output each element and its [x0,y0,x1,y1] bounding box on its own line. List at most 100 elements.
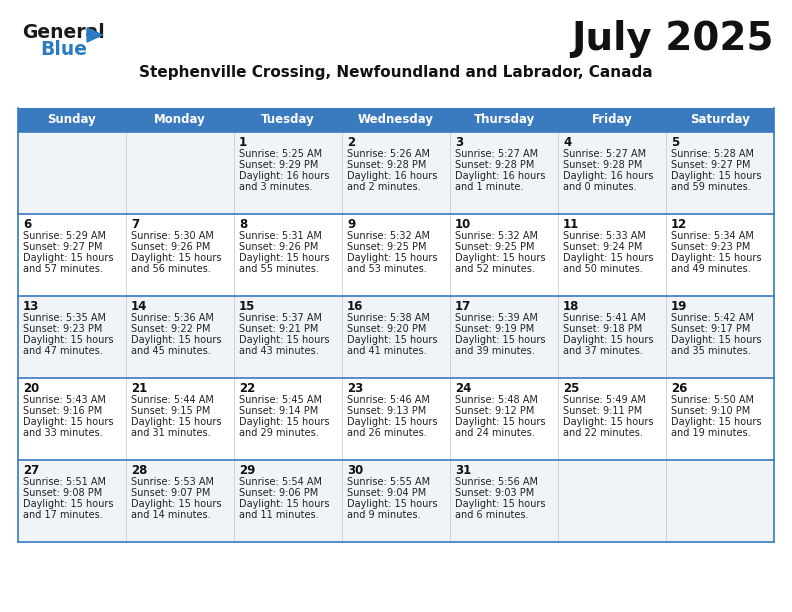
Text: Sunset: 9:25 PM: Sunset: 9:25 PM [455,242,535,252]
Text: Sunrise: 5:49 AM: Sunrise: 5:49 AM [563,395,645,405]
Text: 21: 21 [131,382,147,395]
Text: and 6 minutes.: and 6 minutes. [455,510,528,520]
Bar [18,132,774,214]
Text: Sunset: 9:03 PM: Sunset: 9:03 PM [455,488,535,498]
Text: Daylight: 15 hours: Daylight: 15 hours [347,499,437,509]
Text: Daylight: 15 hours: Daylight: 15 hours [347,417,437,427]
Text: Sunset: 9:19 PM: Sunset: 9:19 PM [455,324,535,334]
Bar [450,108,558,132]
Text: Sunrise: 5:46 AM: Sunrise: 5:46 AM [347,395,430,405]
Text: Sunset: 9:07 PM: Sunset: 9:07 PM [131,488,211,498]
Text: and 9 minutes.: and 9 minutes. [347,510,421,520]
Text: Sunrise: 5:53 AM: Sunrise: 5:53 AM [131,477,214,487]
Text: 28: 28 [131,464,147,477]
Bar [18,108,126,132]
Text: and 53 minutes.: and 53 minutes. [347,264,427,274]
Text: Daylight: 15 hours: Daylight: 15 hours [239,417,329,427]
Text: 6: 6 [23,218,31,231]
Text: Sunday: Sunday [48,113,97,127]
Text: July 2025: July 2025 [572,20,774,58]
Text: and 14 minutes.: and 14 minutes. [131,510,211,520]
Text: Daylight: 15 hours: Daylight: 15 hours [455,499,546,509]
Text: 10: 10 [455,218,471,231]
Text: Sunrise: 5:54 AM: Sunrise: 5:54 AM [239,477,322,487]
Text: and 22 minutes.: and 22 minutes. [563,428,643,438]
Bar [18,214,774,296]
Text: Sunset: 9:28 PM: Sunset: 9:28 PM [347,160,426,170]
Text: Tuesday: Tuesday [261,113,315,127]
Text: and 41 minutes.: and 41 minutes. [347,346,427,356]
Text: and 56 minutes.: and 56 minutes. [131,264,211,274]
Text: 18: 18 [563,300,580,313]
Text: Sunrise: 5:37 AM: Sunrise: 5:37 AM [239,313,322,323]
Text: Sunset: 9:23 PM: Sunset: 9:23 PM [23,324,102,334]
Text: and 55 minutes.: and 55 minutes. [239,264,319,274]
Text: Daylight: 15 hours: Daylight: 15 hours [563,253,653,263]
Text: Sunset: 9:26 PM: Sunset: 9:26 PM [131,242,211,252]
Text: and 50 minutes.: and 50 minutes. [563,264,643,274]
Text: 12: 12 [671,218,687,231]
Text: and 35 minutes.: and 35 minutes. [671,346,751,356]
Text: Sunrise: 5:29 AM: Sunrise: 5:29 AM [23,231,106,241]
Text: Sunrise: 5:27 AM: Sunrise: 5:27 AM [455,149,538,159]
Text: Sunrise: 5:27 AM: Sunrise: 5:27 AM [563,149,646,159]
Text: 16: 16 [347,300,364,313]
Text: Sunrise: 5:51 AM: Sunrise: 5:51 AM [23,477,106,487]
Text: Daylight: 15 hours: Daylight: 15 hours [23,499,113,509]
Text: 24: 24 [455,382,471,395]
Text: Sunset: 9:28 PM: Sunset: 9:28 PM [455,160,535,170]
Text: 8: 8 [239,218,247,231]
Text: Saturday: Saturday [690,113,750,127]
Text: Daylight: 15 hours: Daylight: 15 hours [347,335,437,345]
Text: Blue: Blue [40,40,87,59]
Text: Sunset: 9:18 PM: Sunset: 9:18 PM [563,324,642,334]
Text: Daylight: 16 hours: Daylight: 16 hours [455,171,546,181]
Text: and 3 minutes.: and 3 minutes. [239,182,313,192]
Text: Sunset: 9:06 PM: Sunset: 9:06 PM [239,488,318,498]
Text: Daylight: 15 hours: Daylight: 15 hours [563,335,653,345]
Text: Sunrise: 5:30 AM: Sunrise: 5:30 AM [131,231,214,241]
Text: Sunrise: 5:26 AM: Sunrise: 5:26 AM [347,149,430,159]
Text: Sunset: 9:16 PM: Sunset: 9:16 PM [23,406,102,416]
Text: and 31 minutes.: and 31 minutes. [131,428,211,438]
Text: 3: 3 [455,136,463,149]
Text: Sunrise: 5:31 AM: Sunrise: 5:31 AM [239,231,322,241]
Bar [126,108,234,132]
Text: Sunset: 9:04 PM: Sunset: 9:04 PM [347,488,426,498]
Text: Daylight: 15 hours: Daylight: 15 hours [131,335,222,345]
Text: 14: 14 [131,300,147,313]
Text: 17: 17 [455,300,471,313]
Text: Sunrise: 5:32 AM: Sunrise: 5:32 AM [455,231,538,241]
Text: Sunset: 9:15 PM: Sunset: 9:15 PM [131,406,211,416]
Bar [666,108,774,132]
Text: Sunset: 9:28 PM: Sunset: 9:28 PM [563,160,642,170]
Text: Daylight: 15 hours: Daylight: 15 hours [131,417,222,427]
Text: Daylight: 16 hours: Daylight: 16 hours [347,171,437,181]
Text: Sunrise: 5:55 AM: Sunrise: 5:55 AM [347,477,430,487]
Text: 25: 25 [563,382,580,395]
Text: Sunset: 9:10 PM: Sunset: 9:10 PM [671,406,750,416]
Text: Daylight: 15 hours: Daylight: 15 hours [347,253,437,263]
Text: General: General [22,23,105,42]
Text: Daylight: 15 hours: Daylight: 15 hours [671,335,761,345]
Text: Daylight: 15 hours: Daylight: 15 hours [23,335,113,345]
Text: Sunrise: 5:34 AM: Sunrise: 5:34 AM [671,231,754,241]
Text: Thursday: Thursday [474,113,535,127]
Text: Sunset: 9:29 PM: Sunset: 9:29 PM [239,160,318,170]
Text: and 24 minutes.: and 24 minutes. [455,428,535,438]
Text: Sunrise: 5:33 AM: Sunrise: 5:33 AM [563,231,645,241]
Text: 7: 7 [131,218,139,231]
Text: Sunrise: 5:41 AM: Sunrise: 5:41 AM [563,313,645,323]
Text: Daylight: 15 hours: Daylight: 15 hours [23,417,113,427]
Text: 4: 4 [563,136,571,149]
Text: Sunset: 9:26 PM: Sunset: 9:26 PM [239,242,318,252]
Text: and 17 minutes.: and 17 minutes. [23,510,103,520]
Text: Daylight: 15 hours: Daylight: 15 hours [671,171,761,181]
Text: Sunrise: 5:45 AM: Sunrise: 5:45 AM [239,395,322,405]
Text: Daylight: 15 hours: Daylight: 15 hours [455,253,546,263]
Text: and 0 minutes.: and 0 minutes. [563,182,637,192]
Text: Sunset: 9:17 PM: Sunset: 9:17 PM [671,324,750,334]
Text: 19: 19 [671,300,687,313]
Text: and 57 minutes.: and 57 minutes. [23,264,103,274]
Bar [342,108,450,132]
